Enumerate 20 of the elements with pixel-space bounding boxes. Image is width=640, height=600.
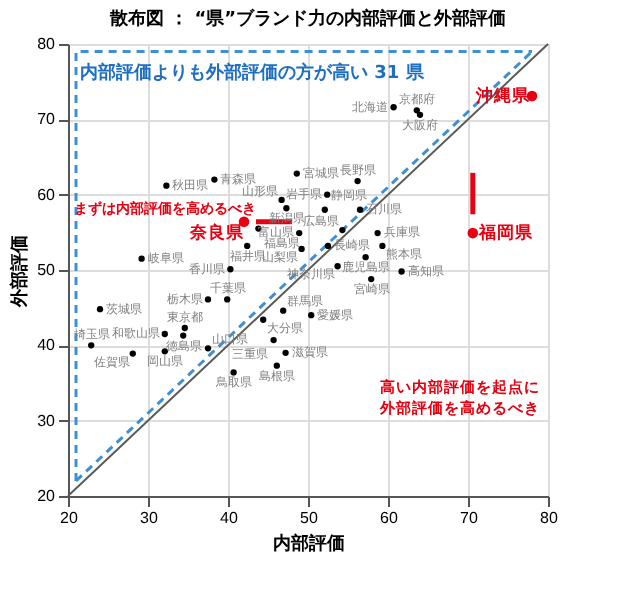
annotation: 内部評価よりも外部評価の方が高い 31 県 [80, 62, 426, 84]
x-tick-label: 20 [60, 509, 79, 527]
y-axis-title: 外部評価 [9, 235, 30, 309]
x-axis-title: 内部評価 [273, 533, 345, 553]
y-tick-label: 30 [37, 411, 57, 430]
x-tick-label: 70 [460, 509, 479, 527]
y-tick-label: 40 [37, 336, 57, 355]
data-label: 奈良県 [188, 221, 247, 244]
x-tick-label: 50 [300, 509, 319, 527]
chart-title: 散布図 ： “県”ブランド力の内部評価と外部評価 [107, 8, 507, 30]
y-tick-label: 70 [37, 110, 57, 129]
x-tick-label: 40 [220, 509, 239, 527]
x-tick-label: 80 [540, 509, 559, 527]
y-tick-label: 80 [37, 35, 57, 53]
x-tick-label: 30 [140, 509, 159, 527]
x-tick-label: 60 [380, 509, 399, 527]
y-tick-label: 60 [37, 185, 57, 204]
data-label: 福岡県 [476, 221, 535, 244]
y-tick-label: 50 [37, 261, 57, 279]
y-tick-label: 20 [37, 487, 57, 505]
